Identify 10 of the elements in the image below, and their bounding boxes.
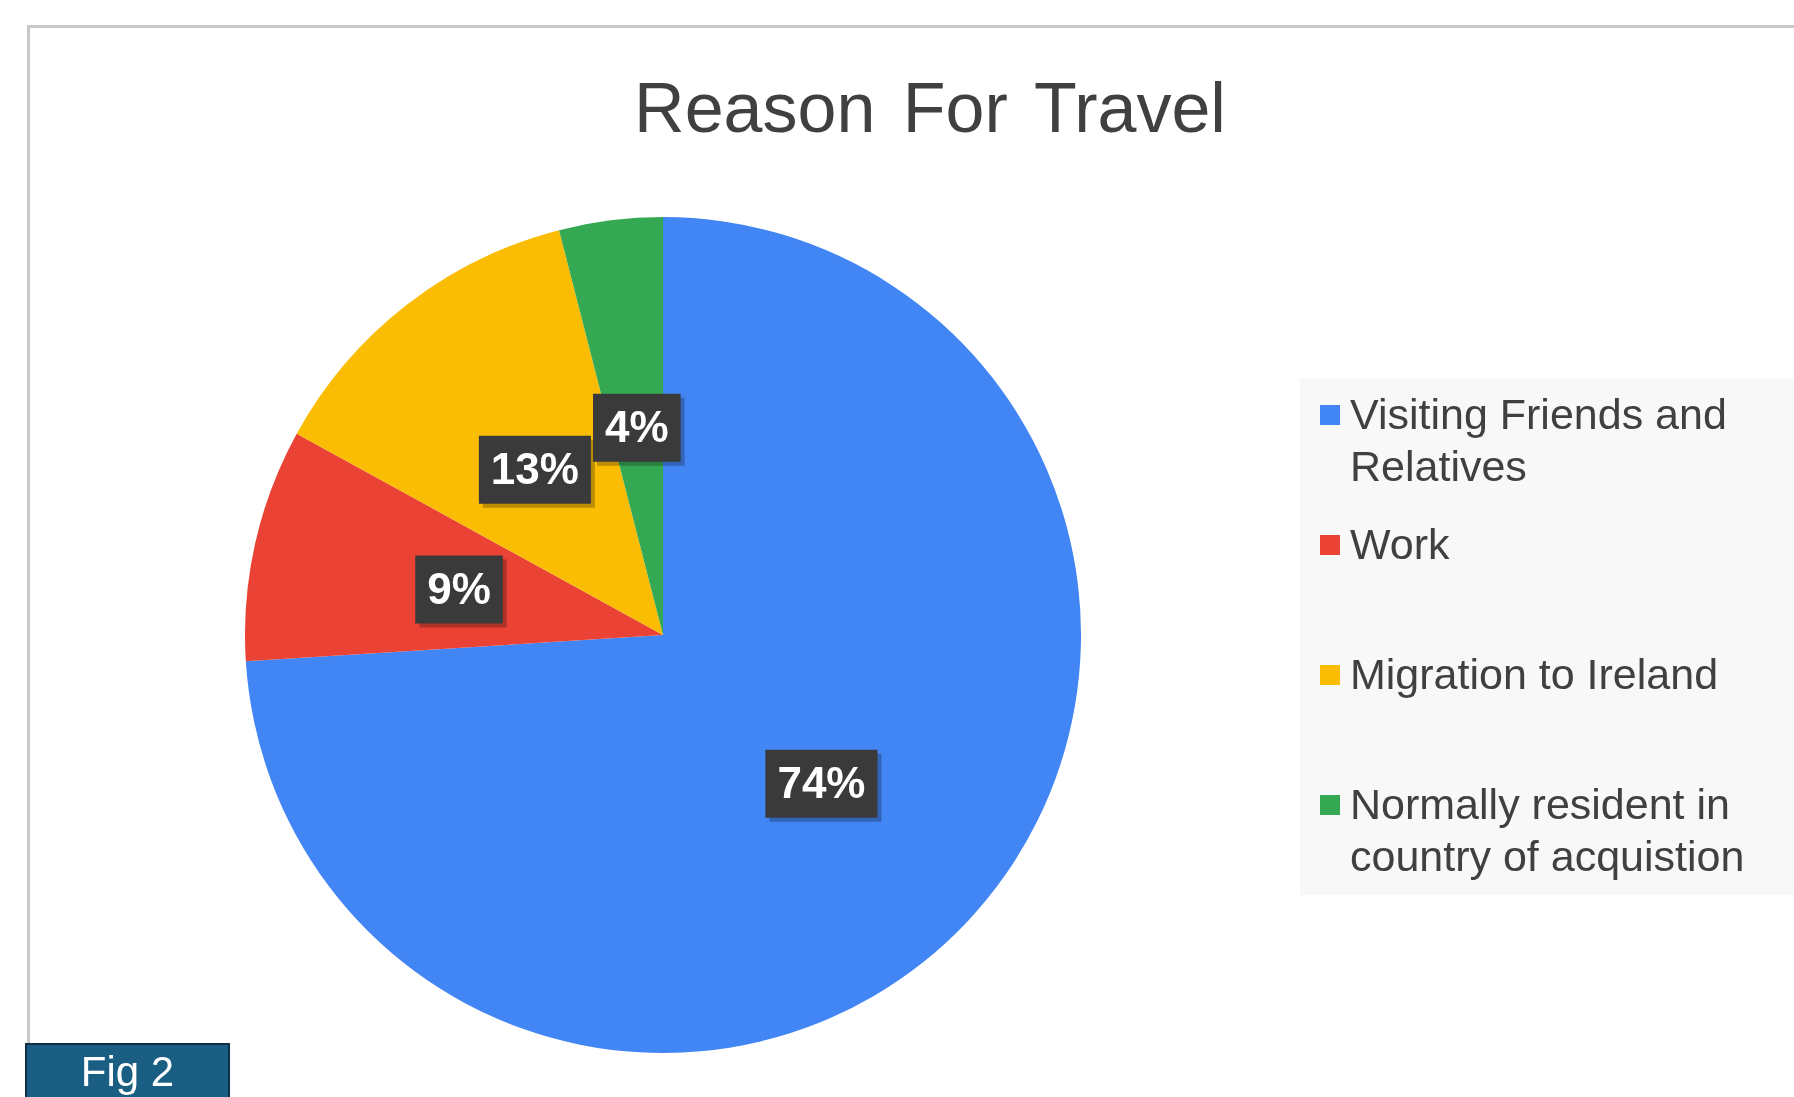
legend-label: Visiting Friends and Relatives — [1350, 389, 1728, 492]
legend-label: Work — [1350, 519, 1450, 570]
data-label: 9% — [427, 563, 491, 613]
caption: Fig 2 — [25, 1043, 230, 1097]
data-label: 4% — [605, 401, 669, 451]
chart-title: Reason For Travel — [633, 68, 1227, 148]
data-label: 74% — [777, 757, 866, 807]
legend-label: Migration to Ireland — [1350, 649, 1719, 700]
legend-label: Normally resident in country of acquistion — [1350, 779, 1746, 882]
data-label: 13% — [490, 444, 579, 493]
